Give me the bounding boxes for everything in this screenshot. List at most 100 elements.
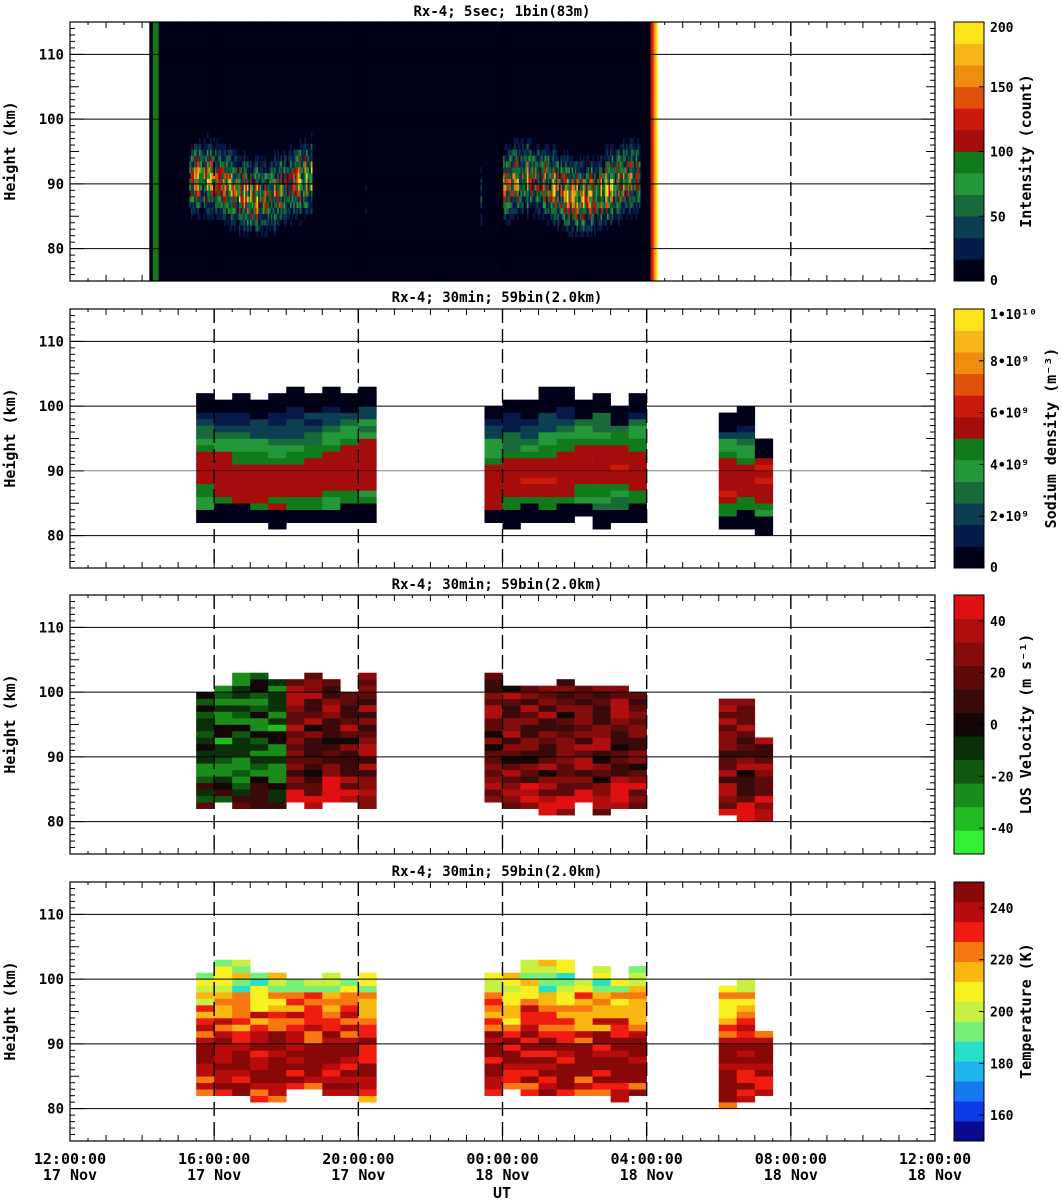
data-cell — [322, 992, 341, 999]
intensity-cell — [512, 190, 515, 197]
intensity-cell — [512, 178, 515, 185]
intensity-cell — [594, 196, 596, 203]
intensity-cell — [230, 161, 233, 168]
intensity-cell — [237, 167, 239, 174]
intensity-cell — [547, 143, 550, 150]
intensity-cell — [624, 184, 627, 191]
intensity-cell — [582, 172, 585, 179]
intensity-cell — [515, 184, 518, 191]
data-cell — [484, 1082, 503, 1090]
data-cell — [268, 457, 287, 465]
intensity-cell — [195, 155, 198, 162]
data-cell — [592, 470, 611, 478]
intensity-cell — [619, 143, 622, 150]
data-cell — [718, 464, 738, 472]
colorbar-swatch — [954, 173, 984, 195]
intensity-cell — [536, 196, 539, 203]
intensity-cell — [195, 161, 198, 168]
data-cell — [718, 1069, 738, 1077]
data-cell — [358, 1005, 377, 1012]
intensity-cell — [554, 207, 556, 214]
intensity-cell — [510, 167, 513, 174]
intensity-cell — [560, 161, 563, 168]
data-cell — [322, 711, 341, 719]
intensity-cell — [254, 213, 257, 220]
data-cell — [340, 718, 359, 725]
intensity-cell — [230, 202, 233, 209]
data-cell — [286, 393, 305, 400]
intensity-cell — [574, 207, 577, 214]
intensity-cell — [571, 178, 574, 185]
intensity-cell — [203, 167, 206, 174]
intensity-cell — [210, 207, 212, 214]
intensity-cell — [557, 190, 559, 197]
colorbar-label: Temperature (K) — [1017, 943, 1035, 1078]
intensity-cell — [197, 155, 199, 162]
intensity-cell — [546, 161, 548, 168]
intensity-cell — [616, 190, 619, 197]
data-cell — [304, 393, 323, 400]
intensity-cell — [232, 178, 235, 185]
intensity-cell — [606, 155, 609, 162]
intensity-cell — [525, 149, 527, 156]
intensity-cell — [523, 178, 526, 185]
data-cell — [556, 444, 575, 452]
data-cell — [502, 1043, 521, 1051]
plot-area — [149, 22, 658, 281]
intensity-cell — [283, 167, 286, 174]
intensity-cell — [218, 178, 220, 185]
data-cell — [574, 425, 593, 433]
data-cell — [196, 464, 215, 472]
data-cell — [268, 718, 287, 725]
data-cell — [520, 730, 539, 738]
intensity-cell — [590, 202, 593, 209]
intensity-cell — [520, 190, 523, 197]
intensity-cell — [581, 213, 583, 220]
intensity-cell — [226, 178, 228, 185]
data-cell — [520, 1037, 539, 1045]
data-cell — [520, 412, 539, 420]
intensity-cell — [605, 161, 607, 168]
intensity-cell — [506, 155, 508, 162]
data-cell — [268, 743, 287, 751]
data-cell — [502, 737, 521, 745]
data-cell — [484, 776, 503, 784]
intensity-cell — [584, 207, 587, 214]
data-cell — [520, 966, 539, 973]
data-cell — [628, 711, 647, 719]
intensity-cell — [216, 202, 219, 209]
y-axis-label: Height (km) — [1, 101, 19, 200]
intensity-cell — [635, 213, 638, 220]
colorbar-label: Intensity (count) — [1017, 74, 1035, 228]
intensity-cell — [194, 149, 196, 156]
data-cell — [736, 419, 756, 426]
data-cell — [736, 763, 756, 771]
intensity-cell — [550, 190, 553, 197]
intensity-cell — [571, 207, 574, 214]
intensity-cell — [272, 178, 275, 185]
intensity-cell — [578, 172, 580, 179]
data-cell — [268, 1030, 287, 1038]
data-cell — [502, 470, 521, 478]
data-cell — [592, 795, 611, 803]
data-cell — [250, 718, 269, 725]
data-cell — [358, 432, 377, 439]
intensity-cell — [592, 178, 595, 185]
colorbar-label: LOS Velocity (m s⁻¹) — [1017, 634, 1035, 815]
intensity-cell — [304, 172, 307, 179]
intensity-cell — [563, 213, 566, 220]
intensity-cell — [563, 149, 566, 156]
intensity-cell — [200, 143, 203, 150]
intensity-cell — [571, 184, 574, 191]
intensity-cell — [285, 207, 287, 214]
data-cell — [322, 998, 341, 1006]
data-cell — [718, 743, 738, 751]
colorbar-swatch — [954, 108, 984, 131]
intensity-cell — [216, 155, 219, 162]
intensity-cell — [626, 196, 628, 203]
intensity-cell — [528, 184, 531, 191]
data-cell — [196, 743, 215, 751]
intensity-cell — [261, 196, 263, 203]
data-cell — [250, 685, 269, 693]
